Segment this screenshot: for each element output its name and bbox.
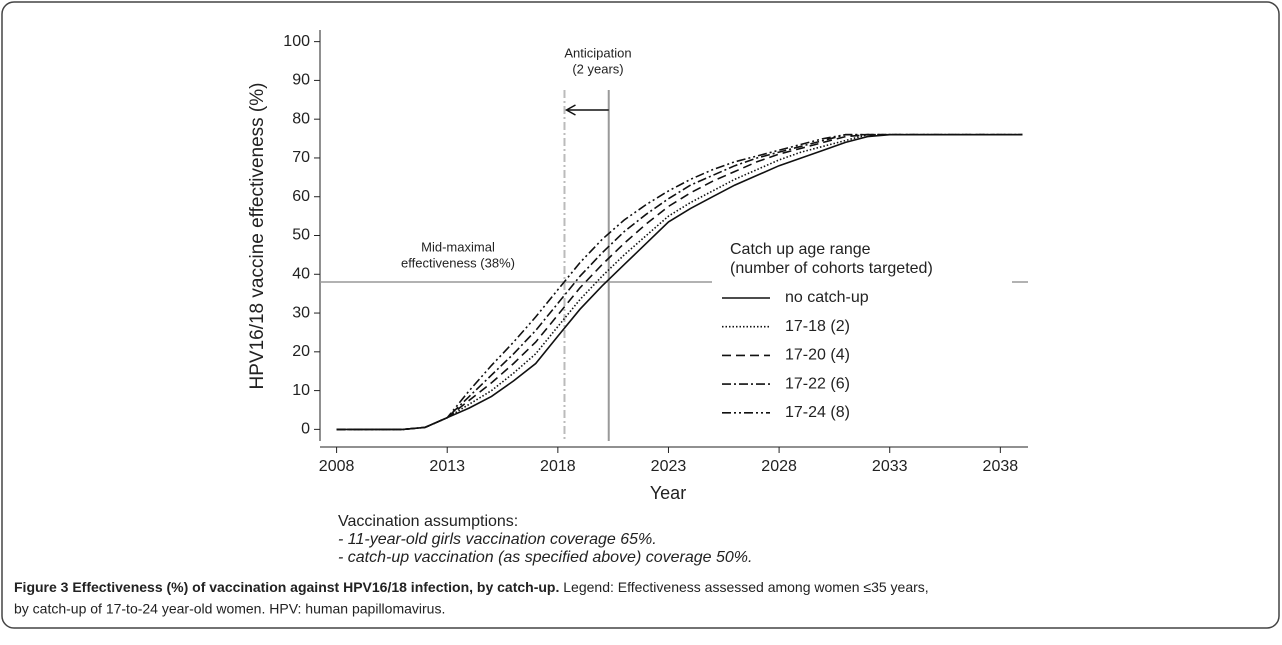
assumption: Vaccination assumptions: — [338, 513, 518, 530]
x-tick-label: 2018 — [540, 458, 576, 475]
legend-title: (number of cohorts targeted) — [730, 260, 933, 277]
series-line — [336, 133, 1023, 431]
x-tick-label: 2033 — [872, 458, 908, 475]
y-tick-label: 50 — [292, 227, 310, 244]
x-tick-label: 2028 — [761, 458, 797, 475]
caption-text: by catch-up of 17-to-24 year-old women. … — [14, 601, 445, 617]
y-axis-label: HPV16/18 vaccine effectiveness (%) — [247, 83, 268, 390]
y-tick-label: 0 — [301, 421, 310, 438]
y-tick-label: 80 — [292, 110, 310, 127]
arrow-head — [564, 104, 576, 116]
legend-label: 17-22 (6) — [785, 375, 850, 392]
legend-label: 17-24 (8) — [785, 404, 850, 421]
legend-title: Catch up age range — [730, 241, 871, 258]
x-tick-label: 2038 — [983, 458, 1019, 475]
annotation: Mid-maximal — [421, 239, 495, 254]
annotation: effectiveness (38%) — [401, 255, 515, 270]
legend-label: no catch-up — [785, 289, 869, 306]
annotation: Anticipation — [564, 45, 631, 60]
x-axis-label: Year — [650, 483, 686, 503]
y-tick-label: 20 — [292, 343, 310, 360]
caption-text: Legend: Effectiveness assessed among wom… — [559, 579, 928, 595]
y-tick-label: 40 — [292, 265, 310, 282]
y-tick-label: 30 — [292, 304, 310, 321]
y-tick-label: 70 — [292, 149, 310, 166]
annotation: (2 years) — [572, 61, 623, 76]
y-tick-label: 90 — [292, 72, 310, 89]
x-tick-label: 2023 — [651, 458, 687, 475]
caption: Figure 3 Effectiveness (%) of vaccinatio… — [14, 579, 929, 595]
y-tick-label: 100 — [283, 33, 310, 50]
assumption: - catch-up vaccination (as specified abo… — [338, 549, 752, 566]
y-tick-label: 60 — [292, 188, 310, 205]
legend-box — [712, 236, 1012, 426]
legend-label: 17-18 (2) — [785, 318, 850, 335]
x-tick-label: 2008 — [319, 458, 355, 475]
caption-label: Figure 3 Effectiveness (%) of vaccinatio… — [14, 579, 559, 595]
figure-border — [1, 1, 1280, 629]
x-tick-label: 2013 — [429, 458, 465, 475]
series-line — [336, 133, 1023, 431]
legend-label: 17-20 (4) — [785, 347, 850, 364]
y-tick-label: 10 — [292, 382, 310, 399]
assumption: - 11-year-old girls vaccination coverage… — [338, 531, 657, 548]
